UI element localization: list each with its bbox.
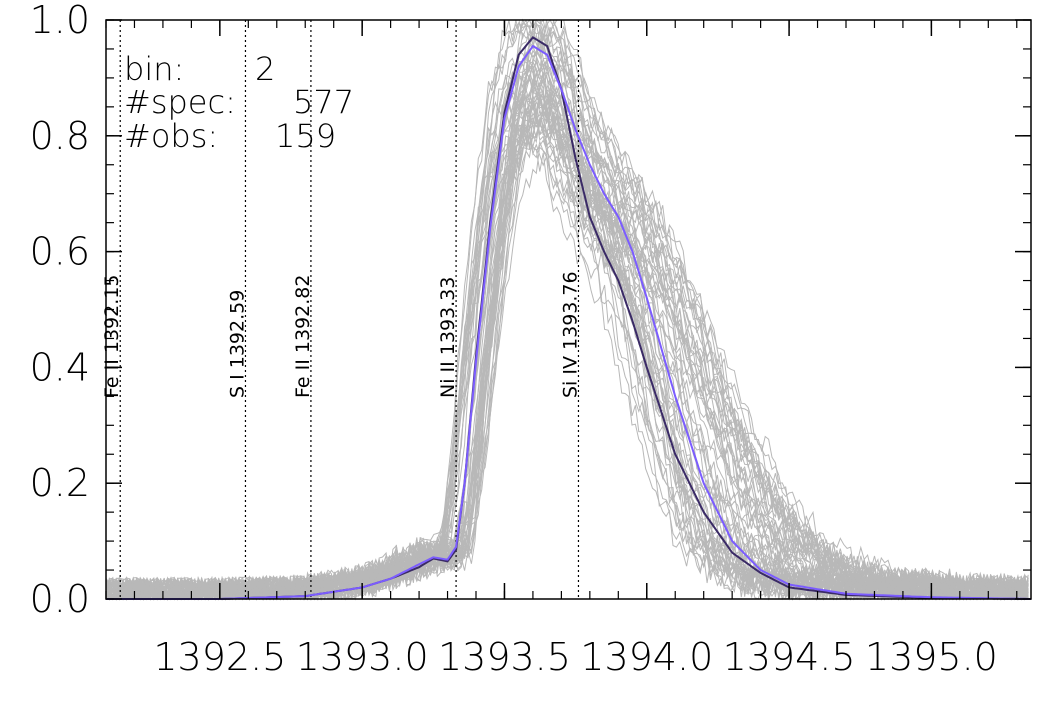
y-tick-label: 1.0 xyxy=(30,0,90,42)
info-spec-value: 577 xyxy=(293,83,354,121)
info-box: bin: 2 #spec: 577 #obs: 159 xyxy=(124,50,354,155)
info-obs-label: #obs: xyxy=(124,117,218,155)
y-tick-label: 0.8 xyxy=(30,114,90,158)
x-tick-label: 1394.5 xyxy=(723,635,856,679)
info-bin-label: bin: xyxy=(124,50,184,88)
x-tick-label: 1393.5 xyxy=(438,635,571,679)
info-obs-value: 159 xyxy=(275,117,336,155)
spectrum-line xyxy=(105,90,1029,601)
spectrum-line xyxy=(105,93,1029,601)
reference-line-label: Ni II 1393.33 xyxy=(437,277,459,398)
x-tick-label: 1393.0 xyxy=(296,635,429,679)
spectrum-line xyxy=(105,24,1029,601)
x-tick-label: 1395.0 xyxy=(865,635,998,679)
x-tick-label: 1392.5 xyxy=(153,635,286,679)
mean-series-group xyxy=(106,36,1031,600)
reference-line-label: S I 1392.59 xyxy=(226,290,248,398)
series-line xyxy=(106,44,1031,600)
info-spec-label: #spec: xyxy=(124,83,236,121)
reference-line-label: Si IV 1393.76 xyxy=(559,271,581,398)
reference-line-label: Fe II 1392.82 xyxy=(292,275,314,398)
y-tick-label: 0.4 xyxy=(30,345,90,389)
y-tick-label: 0.0 xyxy=(30,577,90,621)
info-bin-value: 2 xyxy=(255,50,275,88)
reference-line-label: Fe II 1392.15 xyxy=(101,275,123,398)
axes-group: 1392.5 1393.0 1393.5 1394.0 1394.5 1395.0 0.0 0… xyxy=(30,0,1032,679)
y-tick-label: 0.6 xyxy=(30,230,90,274)
y-tick-label: 0.2 xyxy=(30,461,90,505)
x-tick-label: 1394.0 xyxy=(580,635,713,679)
